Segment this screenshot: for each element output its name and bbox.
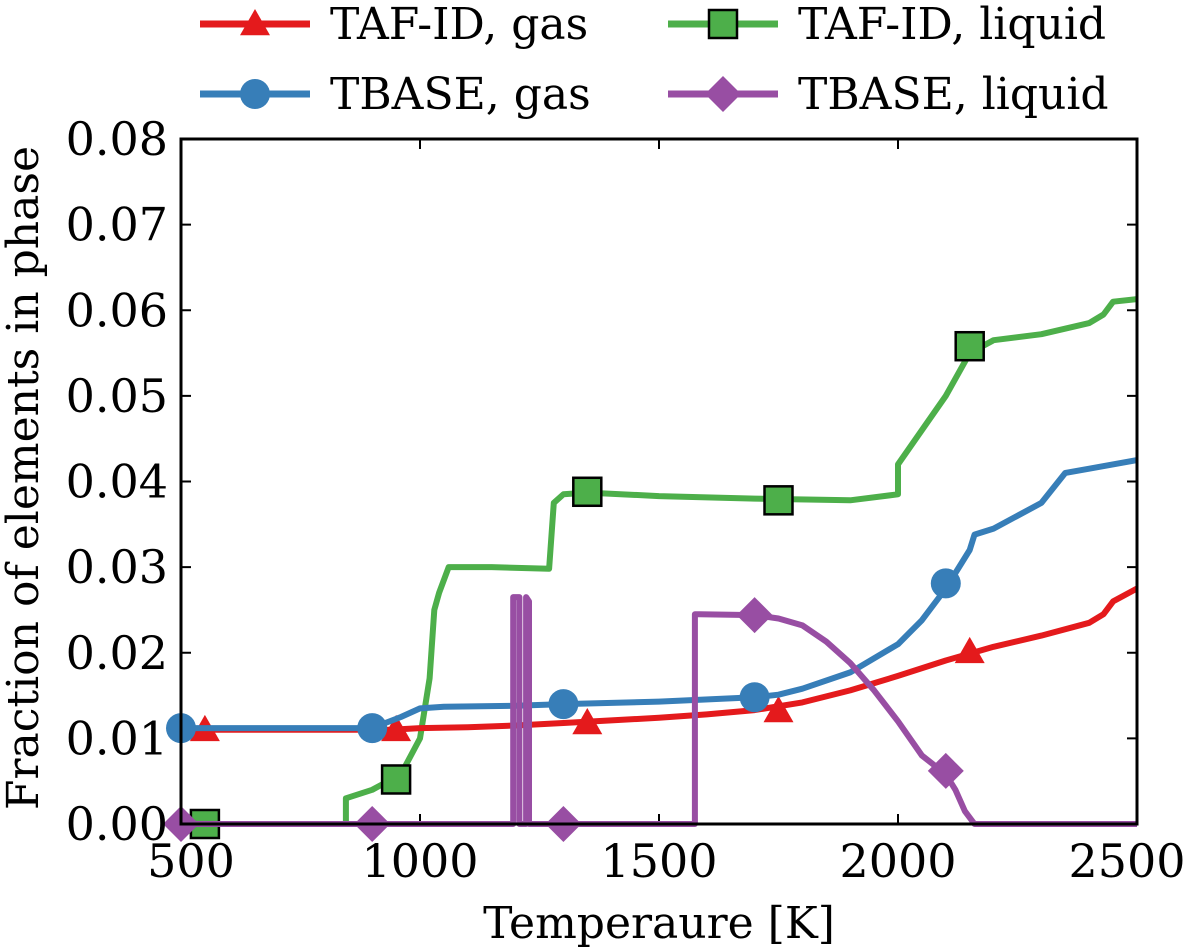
legend-item-tbase-gas: TBASE, gas [200, 69, 591, 120]
tick-labels: 0.00 0.01 0.02 0.03 0.04 0.05 0.06 0.07 0.08 500 1… [66, 112, 1186, 888]
data-point-tbase-gas [548, 689, 579, 720]
legend-label: TBASE, liquid [798, 69, 1109, 120]
data-point-taf-id-gas [954, 636, 985, 664]
data-point-taf-id-gas [381, 714, 412, 742]
y-tick-label: 0.06 [66, 283, 168, 337]
y-tick-label: 0.01 [66, 711, 168, 765]
y-tick-label: 0.00 [66, 797, 168, 851]
data-point-taf-id-liquid [763, 485, 794, 516]
series-layer [163, 296, 1137, 842]
legend: TAF-ID, gas TAF-ID, liquid TBASE, gas TBASE… [200, 0, 1109, 120]
y-tick-label: 0.05 [66, 369, 168, 423]
legend-item-taf-id-gas: TAF-ID, gas [200, 0, 588, 50]
legend-label: TAF-ID, liquid [798, 0, 1106, 50]
data-point-taf-id-liquid [572, 476, 603, 508]
data-point-tbase-gas [739, 682, 770, 713]
series-line-taf-id-liquid [181, 296, 1137, 827]
y-tick-label: 0.08 [66, 112, 168, 166]
series-line-tbase-gas [181, 457, 1137, 732]
x-tick-label: 500 [147, 834, 235, 888]
series-line-tbase-liquid [181, 594, 1137, 827]
series-line-taf-id-gas [181, 585, 1137, 733]
legend-marker [240, 9, 270, 36]
data-point-taf-id-gas [763, 695, 794, 723]
data-point-tbase-gas [357, 713, 388, 744]
legend-marker [705, 76, 741, 112]
data-point-taf-id-liquid [954, 330, 985, 362]
legend-label: TAF-ID, gas [330, 0, 588, 50]
series-taf-id-gas [181, 585, 1137, 742]
y-tick-label: 0.03 [66, 540, 168, 594]
tick-marks [180, 138, 1138, 825]
x-tick-label: 2000 [839, 834, 956, 888]
data-point-tbase-liquid [927, 752, 964, 789]
y-tick-label: 0.04 [66, 455, 168, 509]
legend-marker [240, 79, 270, 109]
x-axis-label: Temperaure [K] [483, 898, 835, 949]
series-tbase-gas [166, 457, 1137, 744]
x-tick-label: 1000 [361, 834, 478, 888]
x-tick-label: 1500 [600, 834, 717, 888]
x-tick-label: 2500 [1068, 834, 1185, 888]
y-axis-label: Fraction of elements in phase [0, 146, 49, 810]
data-point-tbase-liquid [736, 597, 773, 634]
y-tick-label: 0.02 [66, 626, 168, 680]
series-tbase-liquid [163, 594, 1137, 842]
legend-item-tbase-liquid: TBASE, liquid [668, 69, 1109, 120]
data-point-taf-id-gas [572, 707, 603, 735]
legend-item-taf-id-liquid: TAF-ID, liquid [668, 0, 1106, 50]
legend-label: TBASE, gas [330, 69, 591, 120]
legend-marker [707, 8, 739, 40]
data-point-taf-id-liquid [380, 764, 412, 795]
plot-frame [179, 137, 1139, 826]
data-point-tbase-gas [930, 568, 961, 599]
series-taf-id-liquid [181, 296, 1137, 840]
y-tick-label: 0.07 [66, 198, 168, 252]
